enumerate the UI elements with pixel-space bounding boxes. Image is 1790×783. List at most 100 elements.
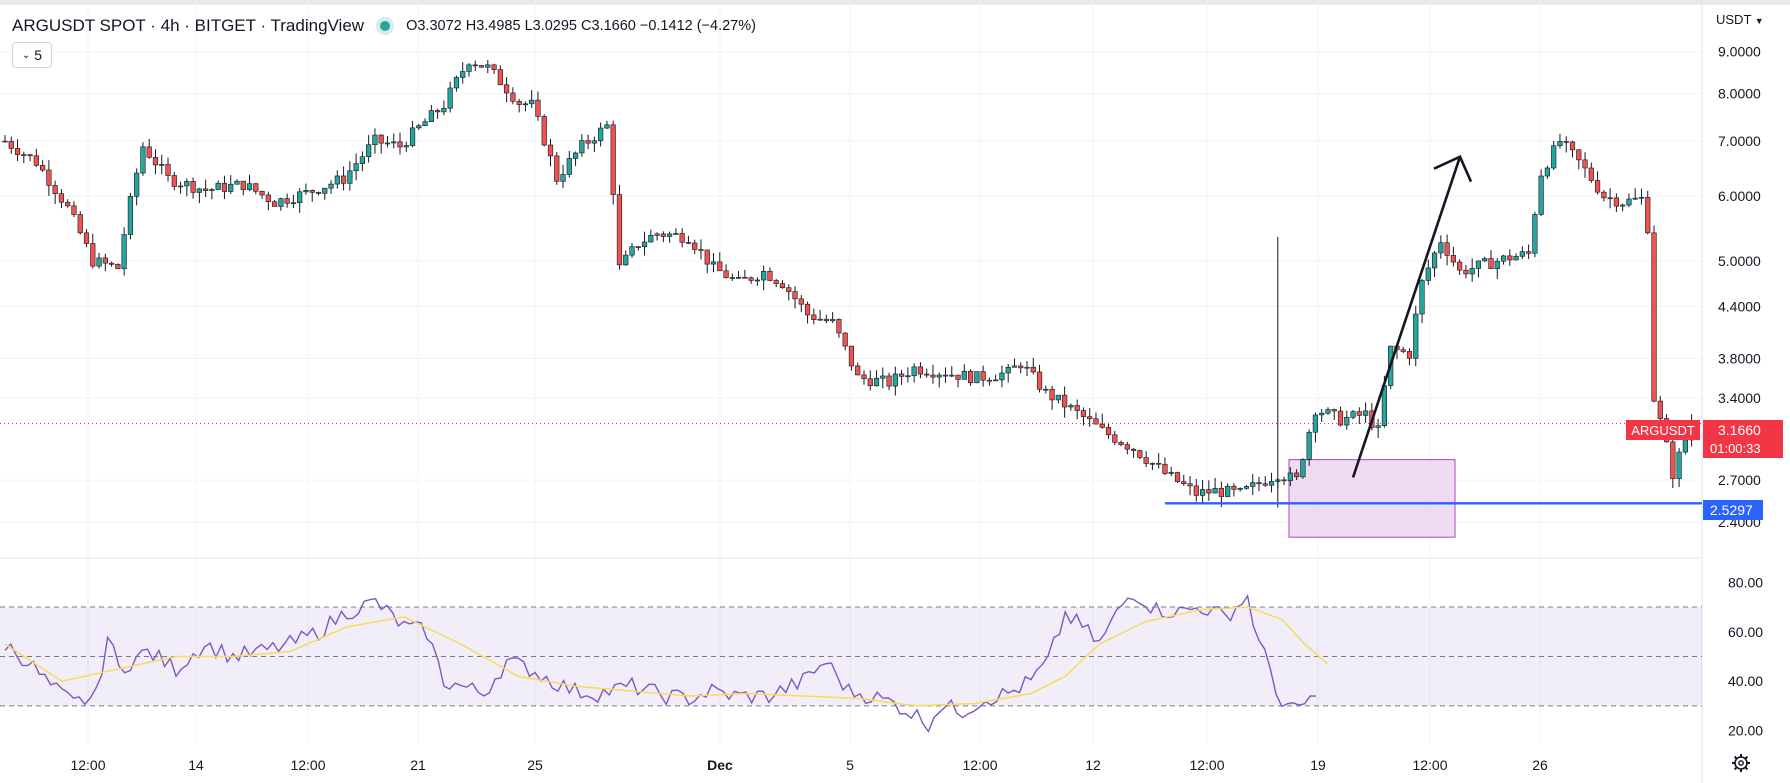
rsi-tick-label: 20.00 [1728, 723, 1763, 739]
candle-body [1156, 462, 1162, 465]
ticker-badge-bg [1626, 420, 1700, 440]
rsi-tick-label: 40.00 [1728, 673, 1763, 689]
last-price-badges: ARGUSDT 3.1660 01:00:33 [1626, 420, 1783, 458]
candle-body [428, 110, 434, 122]
candle-body [1526, 251, 1532, 254]
candle-body [478, 65, 485, 68]
candle-body [90, 243, 96, 267]
candle-body [748, 277, 754, 281]
candle-body [1494, 260, 1500, 270]
candle-body [1444, 242, 1450, 256]
candle-body [974, 371, 980, 384]
candle-body [742, 277, 748, 279]
candle-body [1068, 405, 1074, 408]
candle-body [993, 379, 999, 382]
candle-body [635, 246, 641, 248]
candle-body [71, 205, 77, 215]
candle-body [1243, 486, 1250, 489]
candle-body [610, 124, 616, 195]
currency-label: USDT [1716, 12, 1752, 27]
candle-body [723, 270, 729, 279]
candle-body [102, 257, 108, 264]
candle-body [108, 262, 115, 265]
time-tick-label: 12:00 [70, 757, 105, 773]
time-tick-label: 12:00 [1412, 757, 1447, 773]
candle-body [253, 183, 259, 192]
candle-body [867, 378, 873, 387]
candle-body [604, 124, 610, 129]
rsi-line [4, 593, 1317, 734]
buy-zone-rect[interactable] [1288, 459, 1456, 538]
price-tick-label: 4.4000 [1718, 298, 1761, 314]
candle-body [930, 374, 936, 378]
candle-body [384, 142, 391, 145]
candle-body [1425, 267, 1431, 281]
candle-body [1218, 487, 1224, 497]
candle-body [899, 373, 905, 377]
candle-body [1250, 482, 1256, 487]
currency-selector[interactable]: USDT ▼ [1716, 12, 1764, 27]
indicator-count-button[interactable]: ⌄ 5 [12, 42, 52, 68]
candle-body [309, 190, 315, 193]
candle-body [121, 234, 127, 269]
candle-body [1124, 444, 1130, 450]
candle-body [447, 87, 453, 109]
candle-body [416, 125, 422, 129]
candle-body [246, 183, 253, 190]
candle-body [278, 198, 284, 207]
candle-body [999, 372, 1005, 381]
candle-body [1576, 149, 1582, 161]
candle-body [942, 374, 949, 377]
candle-body [140, 146, 146, 174]
rsi-pane: 80.00 60.00 40.00 20.00 [0, 574, 1763, 739]
candle-body [779, 283, 786, 289]
candle-body [1018, 365, 1024, 369]
candle-body [911, 366, 917, 377]
candle-body [303, 190, 309, 193]
candle-body [196, 188, 202, 193]
candle-body [453, 77, 460, 89]
candle-body [33, 155, 39, 166]
candle-body [698, 249, 704, 251]
time-tick-label: 12:00 [962, 757, 997, 773]
candle-body [1262, 483, 1268, 486]
candle-body [165, 164, 171, 176]
candle-body [798, 298, 804, 305]
candle-body [52, 185, 58, 194]
projection-arrow[interactable] [1351, 156, 1462, 478]
candle-body [315, 192, 322, 194]
candle-body [1281, 479, 1287, 482]
candle-body [1670, 441, 1676, 479]
candle-body [372, 134, 378, 146]
candle-body [692, 242, 698, 250]
candle-body [391, 141, 397, 144]
candle-body [1162, 463, 1168, 474]
candle-body [811, 314, 817, 320]
candle-body [1256, 482, 1262, 485]
candle-body [1632, 197, 1638, 200]
candle-body [378, 134, 384, 144]
candle-body [1268, 481, 1275, 486]
candle-body [679, 233, 685, 243]
candle-body [980, 371, 986, 381]
candle-body [1450, 255, 1456, 263]
candle-body [228, 183, 234, 192]
symbol-title[interactable]: ARGUSDT SPOT · 4h · BITGET · TradingView [12, 16, 365, 35]
last-price-value: 3.1660 [1718, 422, 1761, 438]
candle-body [1682, 439, 1688, 453]
support-badge-value: 2.5297 [1710, 502, 1753, 518]
gear-icon[interactable] [1732, 754, 1750, 772]
candle-body [221, 182, 228, 192]
candle-body [435, 110, 441, 113]
candle-body [1312, 414, 1319, 433]
candle-body [1212, 487, 1218, 494]
candle-body [817, 318, 823, 321]
candle-body [572, 152, 579, 159]
price-tick-label: 2.7000 [1718, 472, 1761, 488]
candle-body [1532, 214, 1538, 254]
time-axis[interactable]: 12:00 14 12:00 21 25 Dec 5 12:00 12 12:00 19 12:00 2… [70, 757, 1548, 773]
candle-body [146, 146, 152, 158]
price-tick-label: 8.0000 [1718, 86, 1761, 102]
candle-body [1613, 197, 1619, 207]
